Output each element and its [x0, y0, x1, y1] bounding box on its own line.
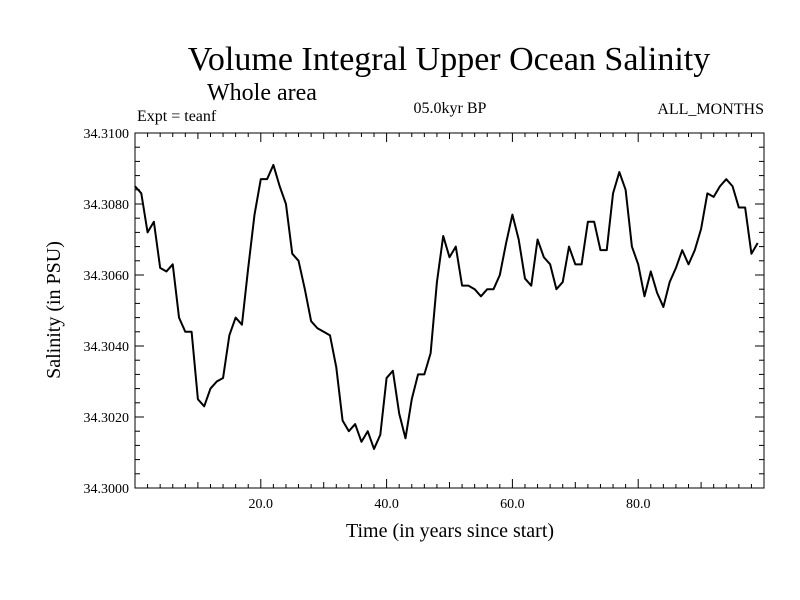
months-label: ALL_MONTHS [657, 101, 764, 118]
y-axis-label: Salinity (in PSU) [43, 241, 65, 379]
x-axis-label: Time (in years since start) [346, 520, 554, 542]
y-tick-label: 34.3060 [84, 269, 130, 284]
y-tick-label: 34.3020 [84, 411, 130, 426]
x-tick-label: 40.0 [374, 497, 399, 512]
period-label: 05.0kyr BP [414, 100, 487, 117]
plot-frame [134, 132, 765, 489]
chart-subtitle: Whole area [207, 80, 317, 106]
y-tick-label: 34.3100 [84, 127, 130, 142]
y-tick-label: 34.3040 [84, 340, 130, 355]
y-tick-label: 34.3000 [84, 482, 130, 497]
series-line-salinity [134, 163, 759, 450]
series-layer [134, 163, 759, 450]
tick-labels: 20.0 40.0 60.0 80.0 34.3000 34.3020 34.3040 34.… [84, 127, 651, 512]
chart-title: Volume Integral Upper Ocean Salinity [188, 41, 710, 78]
y-tick-label: 34.3080 [84, 198, 130, 213]
x-tick-label: 80.0 [626, 497, 651, 512]
axis-ticks [135, 133, 764, 488]
experiment-label: Expt = teanf [137, 108, 217, 125]
x-tick-label: 20.0 [249, 497, 274, 512]
x-tick-label: 60.0 [500, 497, 525, 512]
